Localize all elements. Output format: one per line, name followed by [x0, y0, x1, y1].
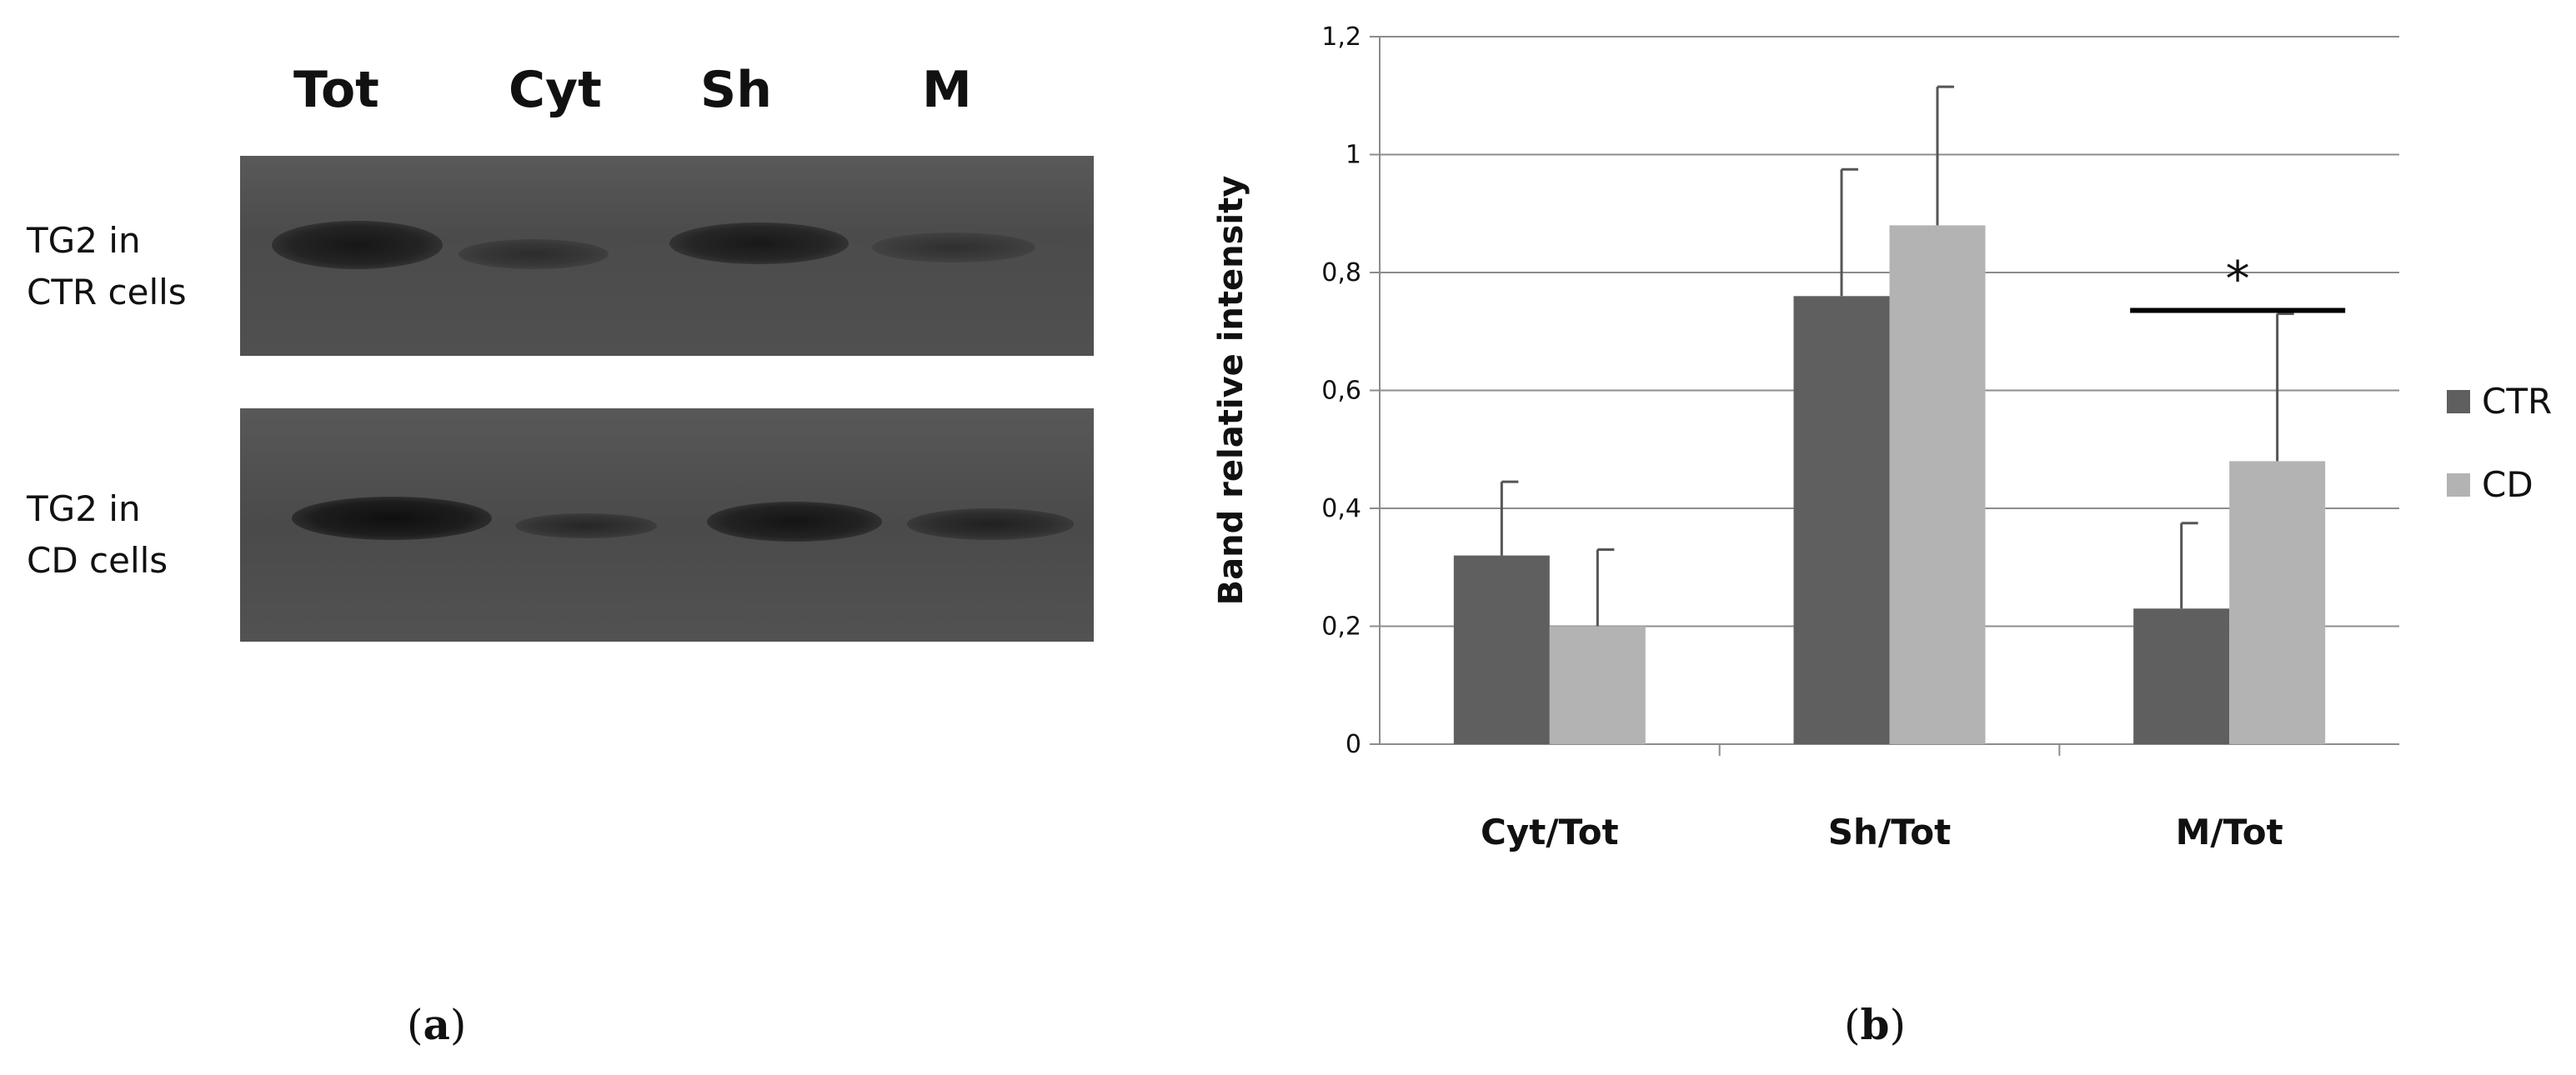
bar-cd-0 — [1549, 626, 1646, 744]
y-tick-label: 0,4 — [1321, 494, 1361, 523]
band-ctr-sh — [669, 222, 849, 264]
x-category-label: Cyt/Tot — [1481, 812, 1619, 852]
bar-ctr-1 — [1793, 296, 1890, 744]
band-cd-tot — [292, 497, 492, 540]
legend-label-cd: CD — [2482, 464, 2533, 505]
panel-label-b: (b) — [1844, 1000, 1906, 1049]
band-ctr-m — [872, 232, 1035, 262]
lane-label-cyt: Cyt — [509, 61, 602, 119]
band-cd-cyt — [515, 513, 657, 538]
y-tick-label: 0,6 — [1321, 377, 1361, 406]
y-tick-label: 0,2 — [1321, 612, 1361, 642]
band-ctr-tot — [272, 221, 443, 269]
row-label-cd-line1: TG2 in — [27, 488, 141, 529]
panel-label-a: (a) — [407, 1000, 467, 1049]
y-tick-label: 1 — [1346, 141, 1361, 170]
y-tick-label: 0,8 — [1321, 258, 1361, 288]
row-label-ctr-line2: CTR cells — [27, 272, 187, 312]
y-axis-title: Band relative intensity — [1212, 176, 1250, 606]
bar-ctr-2 — [2133, 608, 2230, 744]
panel-label-a-letter: a — [423, 1000, 450, 1049]
legend-label-ctr: CTR — [2482, 381, 2552, 422]
panel-label-b-letter: b — [1860, 1000, 1890, 1049]
row-label-ctr: TG2 in CTR cells — [27, 215, 187, 318]
lane-label-tot: Tot — [293, 61, 379, 119]
bar-cd-2 — [2229, 461, 2326, 744]
legend-swatch-ctr — [2447, 390, 2470, 413]
legend-swatch-cd — [2447, 473, 2470, 497]
band-cd-sh — [707, 502, 882, 542]
bar-cd-1 — [1889, 225, 1986, 744]
bar-chart: 0 0,2 0,4 0,6 0,8 1 1,2 Band relative intensity… — [1212, 22, 2552, 852]
lane-label-m: M — [922, 61, 972, 119]
row-label-cd: TG2 in CD cells — [27, 483, 168, 587]
lane-label-sh: Sh — [700, 61, 772, 119]
row-label-cd-line2: CD cells — [27, 540, 168, 581]
blot-strip-cd — [240, 408, 1094, 642]
blot-strip-ctr — [240, 156, 1094, 356]
x-category-label: Sh/Tot — [1828, 812, 1952, 852]
band-cd-m — [907, 508, 1074, 540]
western-blot-panel: Tot Cyt Sh M TG2 in CTR cells TG2 in CD … — [0, 0, 1167, 1075]
band-ctr-cyt — [459, 239, 609, 269]
y-tick-label: 0 — [1346, 730, 1361, 759]
row-label-ctr-line1: TG2 in — [27, 220, 141, 261]
bar-ctr-0 — [1453, 555, 1550, 744]
significance-star: * — [2226, 251, 2250, 308]
x-category-label: M/Tot — [2176, 812, 2283, 852]
y-tick-label: 1,2 — [1321, 22, 1361, 52]
